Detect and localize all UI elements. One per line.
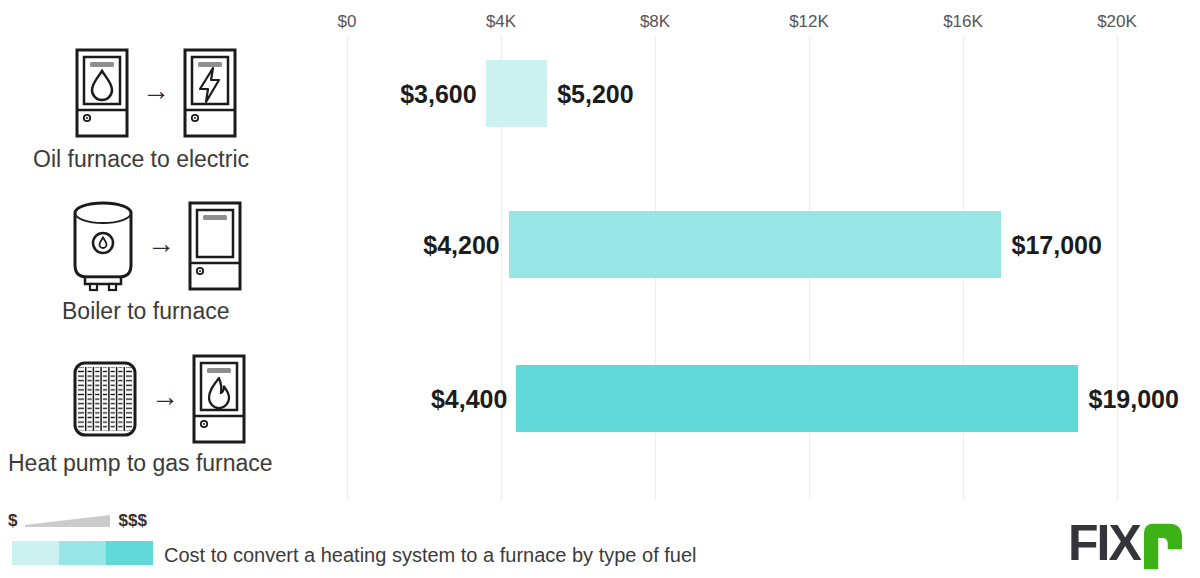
logo-text: FIX: [1068, 520, 1140, 568]
x-tick-label: $16K: [923, 12, 1003, 32]
x-tick-label: $8K: [615, 12, 695, 32]
low-cost-label: $: [8, 512, 17, 529]
bar-min-label: $4,400: [431, 384, 507, 413]
row-label-boiler-to-furnace: Boiler to furnace: [62, 298, 229, 325]
row-label-oil-to-electric: Oil furnace to electric: [33, 146, 249, 173]
bar-max-label: $19,000: [1089, 384, 1179, 413]
swatch-mid: [59, 541, 106, 565]
row-label-heatpump-to-gas: Heat pump to gas furnace: [8, 450, 273, 477]
high-cost-label: $$$: [118, 512, 146, 529]
bar-row-heatpump-to-gas: $4,400 $19,000: [0, 365, 1200, 432]
bar-min-label: $3,600: [400, 79, 476, 108]
swatch-low: [12, 541, 59, 565]
bar-max-label: $17,000: [1012, 230, 1102, 259]
x-tick-label: $20K: [1077, 12, 1157, 32]
x-tick-label: $0: [307, 12, 387, 32]
bar-heatpump-to-gas: [516, 365, 1078, 432]
cost-gradient-triangle-icon: [25, 515, 110, 528]
bar-max-label: $5,200: [557, 79, 633, 108]
swatch-high: [106, 541, 153, 565]
bar-oil-to-electric: [486, 60, 548, 127]
color-scale: [12, 541, 153, 565]
bar-row-oil-to-electric: $3,600 $5,200: [0, 60, 1200, 127]
price-scale-legend: $ $$$: [8, 512, 147, 529]
bar-row-boiler-to-furnace: $4,200 $17,000: [0, 211, 1200, 278]
bar-min-label: $4,200: [423, 230, 499, 259]
x-tick-label: $4K: [461, 12, 541, 32]
chart-title: Cost to convert a heating system to a fu…: [164, 544, 697, 567]
logo-r-glyph: [1144, 523, 1182, 570]
fixr-logo[interactable]: FIX: [1068, 520, 1182, 570]
cost-chart: $0$4K$8K$12K$16K$20K → Oil furnace to el…: [0, 0, 1200, 578]
bar-boiler-to-furnace: [509, 211, 1002, 278]
x-tick-label: $12K: [769, 12, 849, 32]
